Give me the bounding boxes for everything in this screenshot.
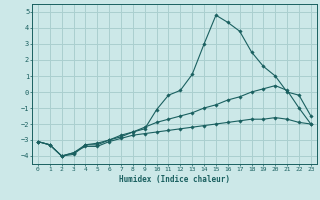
X-axis label: Humidex (Indice chaleur): Humidex (Indice chaleur) [119, 175, 230, 184]
